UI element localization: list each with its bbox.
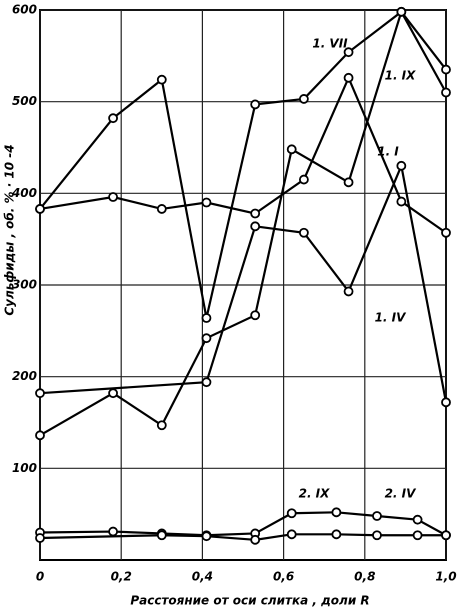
x-axis-title: Расстояние от оси слитка , доли R <box>130 594 369 608</box>
y-tick-label: 200 <box>12 369 37 383</box>
data-point <box>201 333 212 344</box>
data-point <box>250 310 261 321</box>
series-label: 1. VII <box>312 37 348 51</box>
data-point <box>156 204 167 214</box>
x-tick-label: 1,0 <box>435 570 456 584</box>
y-tick-label: 500 <box>12 94 37 108</box>
data-point <box>441 227 451 238</box>
data-point <box>396 160 407 171</box>
y-axis-title: Сульфиды , об. % · 10 -4 <box>3 144 17 315</box>
data-point <box>201 531 212 542</box>
data-point <box>441 64 451 75</box>
data-point <box>201 313 212 323</box>
x-tick-label: 0,2 <box>111 570 132 584</box>
data-point <box>156 74 167 85</box>
data-point <box>250 208 261 219</box>
data-point <box>331 529 342 540</box>
x-tick-label: 0,8 <box>354 570 375 584</box>
data-point <box>396 196 407 207</box>
series-line <box>39 162 448 403</box>
x-tick-label: 0 <box>36 570 44 584</box>
data-point <box>201 377 212 388</box>
series-label: 1. I <box>377 145 399 159</box>
data-point <box>372 530 382 541</box>
data-point <box>108 113 118 124</box>
y-tick-label: 400 <box>11 186 37 200</box>
y-tick-label: 600 <box>12 3 37 17</box>
series-label: 1. IX <box>385 69 417 83</box>
data-point <box>286 508 297 519</box>
data-point <box>35 388 45 399</box>
data-point <box>412 514 423 525</box>
data-point <box>298 94 309 104</box>
data-point <box>441 530 451 541</box>
data-point <box>286 529 297 540</box>
x-tick-label: 0,6 <box>273 570 294 584</box>
data-point <box>286 144 297 155</box>
data-point <box>156 420 167 431</box>
data-point <box>372 511 382 521</box>
data-point <box>343 72 354 83</box>
data-point <box>250 221 261 232</box>
y-tick-label: 100 <box>12 461 37 475</box>
data-point <box>108 388 118 399</box>
data-point <box>35 533 45 543</box>
data-point <box>250 534 261 545</box>
series-line <box>39 533 446 541</box>
data-point <box>108 526 118 537</box>
x-tick-label: 0,4 <box>192 570 213 584</box>
data-point <box>343 177 354 188</box>
data-point <box>250 99 261 110</box>
series-label: 1. IV <box>375 311 408 325</box>
data-point <box>396 6 407 17</box>
data-point <box>343 47 354 58</box>
data-point <box>298 227 309 238</box>
series-label: 2. IV <box>385 487 418 501</box>
y-tick-label: 300 <box>12 278 37 292</box>
data-point <box>412 530 423 541</box>
data-point <box>108 192 118 202</box>
data-point <box>441 397 451 408</box>
data-point <box>343 286 354 297</box>
data-point <box>35 430 45 441</box>
data-point <box>156 530 167 541</box>
data-point <box>35 204 45 214</box>
data-point <box>298 174 309 185</box>
series-line <box>39 511 447 537</box>
data-point <box>201 197 212 208</box>
data-point <box>441 87 451 98</box>
data-point <box>331 507 342 518</box>
series-label: 2. IX <box>299 487 331 501</box>
